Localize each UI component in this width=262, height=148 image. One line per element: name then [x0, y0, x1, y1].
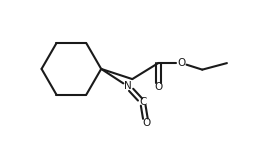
Text: O: O — [177, 58, 186, 68]
Text: O: O — [154, 82, 162, 92]
Text: O: O — [142, 118, 150, 128]
Text: N: N — [124, 81, 132, 91]
Text: C: C — [139, 97, 146, 107]
